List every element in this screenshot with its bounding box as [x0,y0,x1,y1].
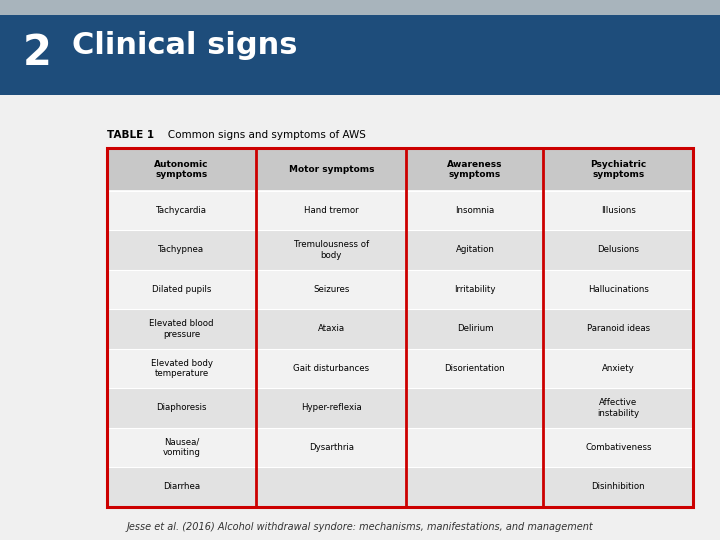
Bar [406,349,544,388]
Text: Hyper-reflexia: Hyper-reflexia [301,403,361,413]
Text: Awareness
symptoms: Awareness symptoms [447,160,503,179]
Bar [107,269,256,309]
Text: Paranoid ideas: Paranoid ideas [587,325,650,333]
Bar [544,230,693,269]
Text: Agitation: Agitation [456,246,495,254]
Text: Elevated blood
pressure: Elevated blood pressure [149,319,214,339]
Bar [406,388,544,428]
Bar [544,269,693,309]
Bar [256,428,406,467]
Bar [107,428,256,467]
Text: Autonomic
symptoms: Autonomic symptoms [154,160,209,179]
Text: Anxiety: Anxiety [602,364,635,373]
Text: Elevated body
temperature: Elevated body temperature [150,359,212,378]
Text: Hallucinations: Hallucinations [588,285,649,294]
Bar [544,467,693,507]
Bar [406,269,544,309]
Text: Hand tremor: Hand tremor [304,206,359,215]
Bar [406,230,544,269]
Bar [107,191,256,230]
Text: Combativeness: Combativeness [585,443,652,452]
Bar [406,309,544,349]
Text: Seizures: Seizures [313,285,350,294]
Text: Tachycardia: Tachycardia [156,206,207,215]
Text: Illusions: Illusions [601,206,636,215]
Bar [544,148,693,191]
Bar [256,467,406,507]
Text: Psychiatric
symptoms: Psychiatric symptoms [590,160,647,179]
Bar [406,191,544,230]
Bar [256,309,406,349]
Text: Dilated pupils: Dilated pupils [152,285,211,294]
Bar [256,191,406,230]
Text: Diarrhea: Diarrhea [163,482,200,491]
Text: Disinhibition: Disinhibition [592,482,645,491]
Text: Dysarthria: Dysarthria [309,443,354,452]
Text: Tremulousness of
body: Tremulousness of body [294,240,369,260]
Bar [107,388,256,428]
Text: Irritability: Irritability [454,285,495,294]
Text: Insomnia: Insomnia [455,206,495,215]
Bar [256,148,406,191]
Text: Disorientation: Disorientation [444,364,505,373]
Bar [544,349,693,388]
Bar [406,148,544,191]
Bar [107,148,693,507]
Bar [107,309,256,349]
Bar [107,230,256,269]
Bar [406,467,544,507]
Text: 2: 2 [23,32,52,75]
Text: Jesse et al. (2016) Alcohol withdrawal syndore: mechanisms, manifestations, and : Jesse et al. (2016) Alcohol withdrawal s… [127,522,593,532]
Text: Clinical signs: Clinical signs [72,31,297,60]
Bar [544,309,693,349]
Bar [107,349,256,388]
Text: Affective
instability: Affective instability [598,398,639,417]
Text: Common signs and symptoms of AWS: Common signs and symptoms of AWS [158,131,366,140]
Bar [544,428,693,467]
Text: Nausea/
vomiting: Nausea/ vomiting [163,438,200,457]
Text: Gait disturbances: Gait disturbances [293,364,369,373]
Bar [107,467,256,507]
Text: Delusions: Delusions [598,246,639,254]
Bar [256,230,406,269]
Bar [256,349,406,388]
Bar [256,388,406,428]
Bar [107,148,256,191]
Bar [544,388,693,428]
Bar [544,191,693,230]
Bar [406,428,544,467]
Bar [256,269,406,309]
Text: Diaphoresis: Diaphoresis [156,403,207,413]
Text: Delirium: Delirium [456,325,493,333]
Text: Motor symptoms: Motor symptoms [289,165,374,174]
Text: Tachypnea: Tachypnea [158,246,204,254]
Text: TABLE 1: TABLE 1 [107,131,153,140]
Text: Ataxia: Ataxia [318,325,345,333]
